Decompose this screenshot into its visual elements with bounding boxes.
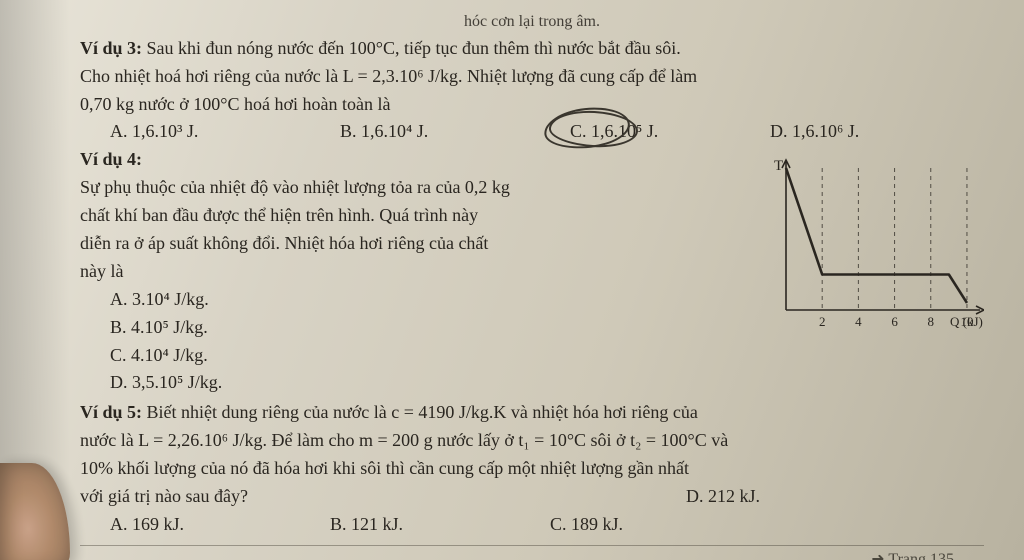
q5-optA: A. 169 kJ.: [110, 511, 330, 539]
q4-stem4: này là: [80, 258, 760, 286]
q3-line1: Ví dụ 3: Sau khi đun nóng nước đến 100°C…: [80, 35, 984, 63]
q4-optA: A. 3.10⁴ J/kg.: [110, 286, 530, 314]
svg-text:8: 8: [928, 314, 935, 329]
q5-heading: Ví dụ 5:: [80, 402, 142, 422]
q5-optD: D. 212 kJ.: [600, 483, 760, 511]
q4-block: Ví dụ 4: Sự phụ thuộc của nhiệt độ vào n…: [80, 146, 984, 397]
svg-text:6: 6: [891, 314, 898, 329]
q4-optC: C. 4.10⁴ J/kg.: [110, 342, 530, 370]
q3-stem1: Sau khi đun nóng nước đến 100°C, tiếp tụ…: [147, 38, 681, 58]
q4-options-row2: C. 4.10⁴ J/kg. D. 3,5.10⁵ J/kg.: [80, 342, 760, 398]
svg-text:T: T: [774, 158, 783, 174]
q5-line1: Ví dụ 5: Biết nhiệt dung riêng của nước …: [80, 399, 984, 427]
q5-options: A. 169 kJ. B. 121 kJ. C. 189 kJ.: [80, 511, 984, 539]
q4-optB: B. 4.10⁵ J/kg.: [110, 314, 410, 342]
q3-optA: A. 1,6.10³ J.: [110, 118, 340, 146]
q3-block: Ví dụ 3: Sau khi đun nóng nước đến 100°C…: [80, 35, 984, 147]
page: hóc cơn lại trong âm. Ví dụ 3: Sau khi đ…: [0, 0, 1024, 560]
thumb-photo-corner: [0, 463, 70, 560]
q3-heading: Ví dụ 3:: [80, 38, 142, 58]
q3-optD: D. 1,6.10⁶ J.: [770, 118, 950, 146]
q4-chart: 246810TQ (kJ): [764, 152, 984, 342]
q3-optB: B. 1,6.10⁴ J.: [340, 118, 570, 146]
q3-optC-text: C. 1,6.10⁵ J.: [570, 121, 658, 141]
q5-stem4: với giá trị nào sau đây?: [80, 483, 600, 511]
q4-stem1: Sự phụ thuộc của nhiệt độ vào nhiệt lượn…: [80, 174, 760, 202]
q4-stem3: diễn ra ở áp suất không đổi. Nhiệt hóa h…: [80, 230, 760, 258]
q4-text: Ví dụ 4: Sự phụ thuộc của nhiệt độ vào n…: [80, 146, 764, 397]
q4-optD: D. 3,5.10⁵ J/kg.: [110, 369, 410, 397]
q3-optC: C. 1,6.10⁵ J.: [570, 118, 770, 146]
q5-optC: C. 189 kJ.: [550, 511, 770, 539]
chart-svg: 246810TQ (kJ): [764, 152, 984, 342]
q3-stem2: Cho nhiệt hoá hơi riêng của nước là L = …: [80, 63, 984, 91]
q4-heading: Ví dụ 4:: [80, 146, 760, 174]
q3-stem3: 0,70 kg nước ở 100°C hoá hơi hoàn toàn l…: [80, 91, 984, 119]
q5-block: Ví dụ 5: Biết nhiệt dung riêng của nước …: [80, 399, 984, 538]
prev-line-fragment: hóc cơn lại trong âm.: [80, 10, 984, 35]
q4-options-row1: A. 3.10⁴ J/kg. B. 4.10⁵ J/kg.: [80, 286, 760, 342]
q3-options: A. 1,6.10³ J. B. 1,6.10⁴ J. C. 1,6.10⁵ J…: [80, 118, 984, 146]
q5-stem2: nước là L = 2,26.10⁶ J/kg. Để làm cho m …: [80, 427, 984, 455]
page-footer: ➜ Trang 135: [80, 545, 984, 560]
svg-text:Q (kJ): Q (kJ): [950, 314, 983, 329]
q4-stem2: chất khí ban đầu được thể hiện trên hình…: [80, 202, 760, 230]
q5-stem1: Biết nhiệt dung riêng của nước là c = 41…: [147, 402, 698, 422]
q5-optB: B. 121 kJ.: [330, 511, 550, 539]
svg-text:4: 4: [855, 314, 862, 329]
q5-stem3: 10% khối lượng của nó đã hóa hơi khi sôi…: [80, 455, 984, 483]
svg-text:2: 2: [819, 314, 826, 329]
